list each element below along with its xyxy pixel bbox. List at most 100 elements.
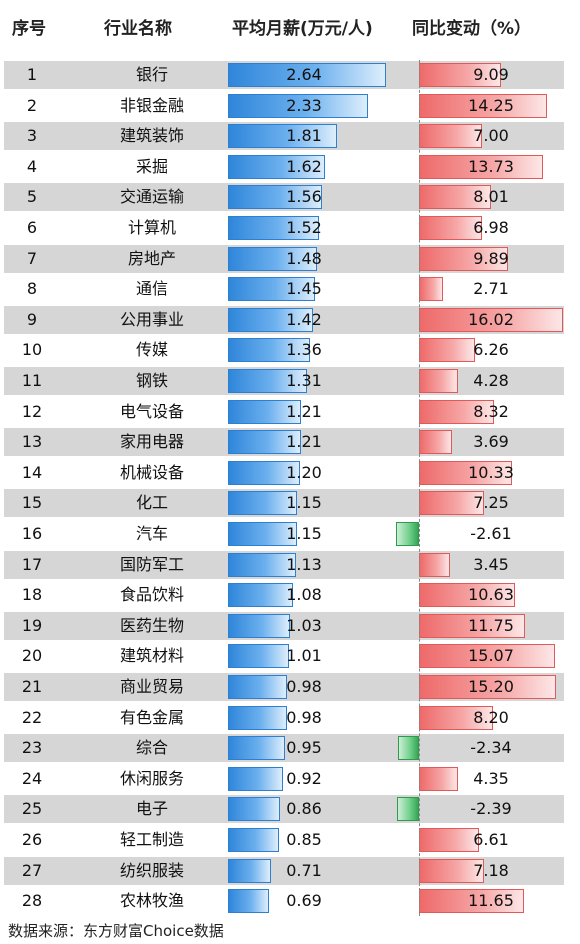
- salary-value: 1.42: [286, 309, 322, 329]
- salary-bar: [228, 216, 320, 240]
- rank-cell: 6: [26, 218, 38, 237]
- salary-bar: [228, 338, 310, 363]
- rank-cell: 3: [26, 126, 38, 146]
- salary-bar: [228, 705, 287, 730]
- rank-cell: 19: [21, 615, 43, 635]
- change-value: 7.00: [473, 126, 509, 146]
- industry-cell: 家用电器: [119, 432, 184, 452]
- industry-cell: 计算机: [127, 218, 176, 237]
- rank-cell: 26: [21, 830, 43, 849]
- industry-cell: 钢铁: [135, 371, 168, 390]
- salary-value: 1.08: [286, 585, 322, 605]
- industry-cell: 交通运输: [119, 187, 184, 207]
- change-bar-positive: [419, 552, 451, 577]
- change-value: -2.61: [470, 524, 512, 543]
- change-bar-positive: [419, 216, 482, 240]
- salary-bar: [228, 797, 280, 822]
- industry-cell: 建筑材料: [119, 646, 184, 666]
- change-zero-axis: [419, 60, 420, 916]
- change-bar-positive: [419, 613, 525, 638]
- rank-cell: 27: [21, 860, 43, 880]
- change-bar-negative: [397, 797, 419, 822]
- industry-cell: 非银金融: [119, 95, 184, 115]
- salary-value: 0.71: [286, 860, 322, 880]
- rank-cell: 11: [21, 371, 43, 390]
- change-value: 4.28: [473, 371, 509, 390]
- change-bar-positive: [419, 338, 476, 363]
- rank-cell: 17: [21, 554, 43, 574]
- change-value: 7.18: [473, 860, 509, 880]
- industry-cell: 国防军工: [119, 554, 184, 574]
- change-bar-positive: [419, 369, 458, 393]
- change-value: 15.07: [468, 646, 514, 666]
- change-bar-positive: [419, 460, 512, 485]
- salary-bar: [228, 399, 301, 424]
- change-value: 3.45: [473, 554, 509, 574]
- change-value: 14.25: [468, 95, 514, 115]
- header-salary: 平均月薪(万元/人): [232, 19, 373, 39]
- change-bar-positive: [419, 705, 493, 730]
- change-bar-positive: [419, 828, 479, 852]
- industry-cell: 机械设备: [119, 462, 184, 482]
- change-value: 10.33: [468, 462, 514, 482]
- change-value: 11.65: [468, 891, 514, 911]
- salary-value: 1.20: [286, 462, 322, 482]
- industry-cell: 银行: [135, 65, 168, 84]
- change-value: -2.34: [470, 738, 512, 758]
- change-value: 6.98: [473, 218, 509, 237]
- rank-cell: 1: [26, 65, 38, 84]
- change-bar-positive: [419, 307, 564, 332]
- change-value: 3.69: [473, 432, 509, 452]
- industry-cell: 休闲服务: [119, 768, 184, 788]
- salary-value: 1.03: [286, 615, 322, 635]
- change-value: 7.25: [473, 493, 509, 513]
- header-rank: 序号: [12, 19, 46, 39]
- salary-value: 1.13: [286, 554, 322, 574]
- change-bar-negative: [395, 522, 419, 546]
- change-bar-positive: [419, 430, 453, 455]
- salary-value: 1.48: [286, 248, 322, 268]
- salary-bar: [228, 307, 314, 332]
- industry-cell: 电子: [135, 799, 168, 819]
- salary-bar: [228, 858, 271, 883]
- industry-cell: 农林牧渔: [119, 891, 184, 911]
- table-header: 序号 行业名称 平均月薪(万元/人) 同比变动（%）: [0, 0, 580, 56]
- rank-cell: 25: [21, 799, 43, 819]
- rank-cell: 28: [21, 891, 43, 911]
- rank-cell: 2: [26, 95, 38, 115]
- salary-value: 2.33: [286, 95, 322, 115]
- change-value: -2.39: [470, 799, 512, 819]
- salary-bar: [228, 369, 307, 393]
- change-bar-positive: [419, 675, 556, 699]
- salary-value: 2.64: [286, 65, 322, 84]
- industry-cell: 纺织服装: [119, 860, 184, 880]
- salary-value: 1.52: [286, 218, 322, 237]
- salary-bar: [228, 736, 285, 761]
- salary-value: 1.36: [286, 340, 322, 360]
- salary-value: 1.81: [286, 126, 322, 146]
- rank-cell: 15: [21, 493, 43, 513]
- salary-value: 1.21: [286, 401, 322, 421]
- salary-bar: [228, 889, 270, 914]
- change-value: 8.01: [473, 187, 509, 207]
- salary-bar: [228, 583, 293, 608]
- change-value: 8.20: [473, 707, 509, 727]
- salary-bar: [228, 154, 326, 179]
- change-value: 16.02: [468, 309, 514, 329]
- industry-cell: 公用事业: [119, 309, 184, 329]
- salary-bar: [228, 460, 300, 485]
- industry-cell: 商业贸易: [119, 677, 184, 696]
- change-bar-positive: [419, 124, 482, 149]
- rank-cell: 5: [26, 187, 38, 207]
- industry-cell: 综合: [135, 738, 168, 758]
- salary-bar: [228, 828, 279, 852]
- change-value: 11.75: [468, 615, 514, 635]
- salary-bar: [228, 185, 322, 210]
- rank-cell: 23: [21, 738, 43, 758]
- change-bar-positive: [419, 889, 524, 914]
- salary-value: 0.85: [286, 830, 322, 849]
- salary-bar: [228, 644, 289, 669]
- change-value: 9.89: [473, 248, 509, 268]
- change-value: 6.26: [473, 340, 509, 360]
- industry-cell: 通信: [135, 279, 168, 299]
